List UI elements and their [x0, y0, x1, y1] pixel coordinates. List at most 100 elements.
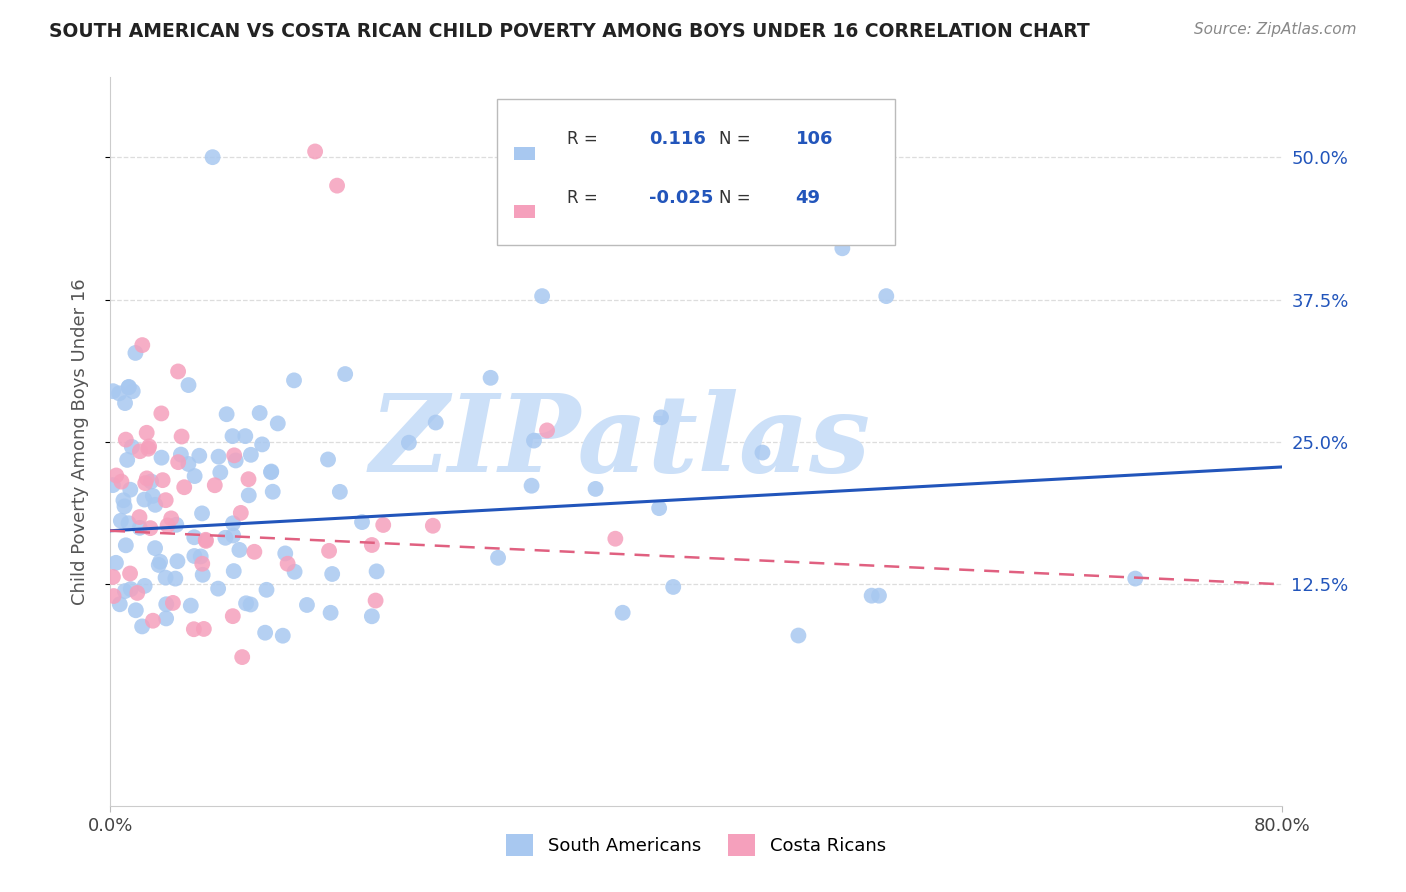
Legend: South Americans, Costa Ricans: South Americans, Costa Ricans: [499, 827, 893, 863]
Point: [201, 150, 224, 164]
Point: [125, 603, 148, 617]
Point: [183, 469, 205, 483]
Text: Source: ZipAtlas.com: Source: ZipAtlas.com: [1194, 22, 1357, 37]
Point: [110, 514, 132, 528]
Text: ZIPatlas: ZIPatlas: [370, 389, 870, 495]
Point: [183, 530, 205, 544]
Point: [134, 476, 156, 491]
Point: [139, 475, 162, 489]
Point: [316, 452, 339, 467]
Point: [156, 518, 179, 533]
Y-axis label: Child Poverty Among Boys Under 16: Child Poverty Among Boys Under 16: [72, 278, 89, 605]
Point: [318, 544, 340, 558]
Point: [260, 465, 283, 479]
Point: [422, 518, 444, 533]
Point: [193, 622, 215, 636]
Point: [142, 489, 165, 503]
Point: [398, 435, 420, 450]
Point: [152, 473, 174, 487]
Point: [228, 542, 250, 557]
Point: [194, 533, 217, 548]
Point: [129, 444, 152, 458]
Point: [238, 488, 260, 502]
Point: [101, 478, 124, 492]
Point: [238, 472, 260, 486]
Point: [120, 566, 142, 581]
Point: [138, 439, 160, 453]
Point: [520, 479, 543, 493]
Point: [751, 445, 773, 459]
Point: [114, 584, 136, 599]
Text: N =: N =: [720, 189, 751, 207]
Point: [360, 538, 382, 552]
Point: [170, 448, 193, 462]
Point: [166, 554, 188, 568]
Point: [103, 589, 125, 603]
Point: [121, 384, 143, 399]
Point: [207, 582, 229, 596]
Point: [612, 606, 634, 620]
FancyBboxPatch shape: [496, 99, 896, 245]
Point: [243, 545, 266, 559]
Point: [209, 466, 232, 480]
Point: [124, 346, 146, 360]
Point: [207, 450, 229, 464]
Point: [135, 425, 157, 440]
Point: [117, 516, 139, 531]
Point: [523, 434, 546, 448]
Point: [373, 518, 395, 533]
Point: [114, 500, 136, 514]
Point: [162, 596, 184, 610]
Point: [486, 550, 509, 565]
Point: [177, 378, 200, 392]
Point: [364, 593, 387, 607]
Point: [215, 407, 238, 421]
Point: [101, 384, 124, 399]
Point: [142, 614, 165, 628]
Point: [115, 538, 138, 552]
Point: [360, 609, 382, 624]
Point: [585, 482, 607, 496]
Point: [177, 457, 200, 471]
Point: [221, 429, 243, 443]
Point: [191, 507, 214, 521]
Text: SOUTH AMERICAN VS COSTA RICAN CHILD POVERTY AMONG BOYS UNDER 16 CORRELATION CHAR: SOUTH AMERICAN VS COSTA RICAN CHILD POVE…: [49, 22, 1090, 41]
Point: [277, 557, 299, 571]
Point: [222, 516, 245, 531]
Point: [254, 625, 277, 640]
Point: [105, 468, 128, 483]
Point: [250, 437, 273, 451]
Point: [167, 455, 190, 469]
Point: [271, 629, 294, 643]
Point: [143, 541, 166, 556]
Point: [262, 484, 284, 499]
Point: [222, 609, 245, 624]
Point: [233, 429, 256, 443]
Point: [283, 373, 305, 387]
Point: [143, 498, 166, 512]
Point: [194, 533, 217, 547]
Point: [148, 558, 170, 572]
Point: [120, 483, 142, 497]
Point: [167, 364, 190, 378]
Point: [104, 556, 127, 570]
Point: [831, 241, 853, 255]
Text: N =: N =: [720, 130, 751, 148]
Point: [160, 511, 183, 525]
Point: [536, 424, 558, 438]
Point: [366, 565, 388, 579]
Point: [249, 406, 271, 420]
Point: [112, 493, 135, 508]
Point: [114, 433, 136, 447]
Point: [425, 416, 447, 430]
Point: [136, 442, 159, 456]
Point: [235, 596, 257, 610]
Point: [605, 532, 627, 546]
Point: [868, 589, 890, 603]
Point: [479, 371, 502, 385]
Point: [180, 599, 202, 613]
Point: [295, 598, 318, 612]
Point: [118, 380, 141, 394]
Point: [239, 598, 262, 612]
Point: [117, 380, 139, 394]
